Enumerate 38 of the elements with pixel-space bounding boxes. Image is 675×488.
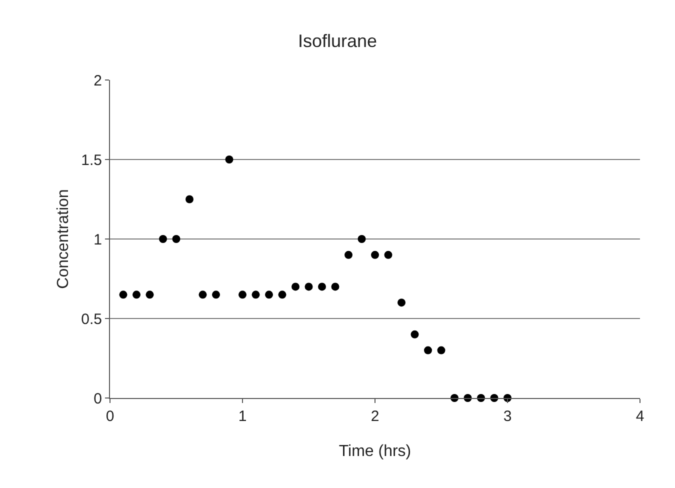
y-tick-label: 2 — [94, 72, 102, 90]
point — [424, 346, 432, 354]
point — [410, 330, 419, 338]
chart-title: Isoflurane — [298, 30, 378, 51]
x-tick-label: 1 — [238, 408, 247, 425]
point — [172, 235, 180, 243]
point — [384, 250, 392, 259]
point — [146, 290, 154, 299]
point — [331, 282, 340, 291]
point — [186, 195, 194, 204]
point — [344, 250, 352, 259]
point — [198, 290, 207, 299]
point — [238, 290, 246, 299]
x-tick-label: 4 — [636, 408, 644, 425]
x-axis-title: Time (hrs) — [338, 443, 412, 460]
point — [119, 290, 128, 299]
y-axis-title: Concentration — [55, 189, 72, 289]
point — [252, 290, 260, 299]
point — [159, 235, 167, 243]
point — [292, 282, 300, 291]
point — [398, 298, 406, 307]
point — [225, 156, 234, 164]
x-tick-label: 0 — [106, 408, 114, 425]
point — [318, 282, 326, 291]
point — [132, 290, 140, 299]
x-tick-label: 3 — [503, 408, 512, 425]
y-tick-label: 0 — [94, 390, 102, 408]
y-tick-label: 1.5 — [81, 152, 102, 169]
point — [437, 346, 446, 354]
y-tick-label: 1 — [94, 231, 102, 248]
point — [358, 235, 366, 243]
y-tick-label: 0.5 — [81, 310, 102, 328]
point — [304, 282, 313, 291]
point — [278, 290, 286, 299]
point — [371, 250, 379, 259]
point — [265, 290, 273, 299]
x-tick-label: 2 — [370, 408, 380, 425]
point — [212, 290, 220, 299]
